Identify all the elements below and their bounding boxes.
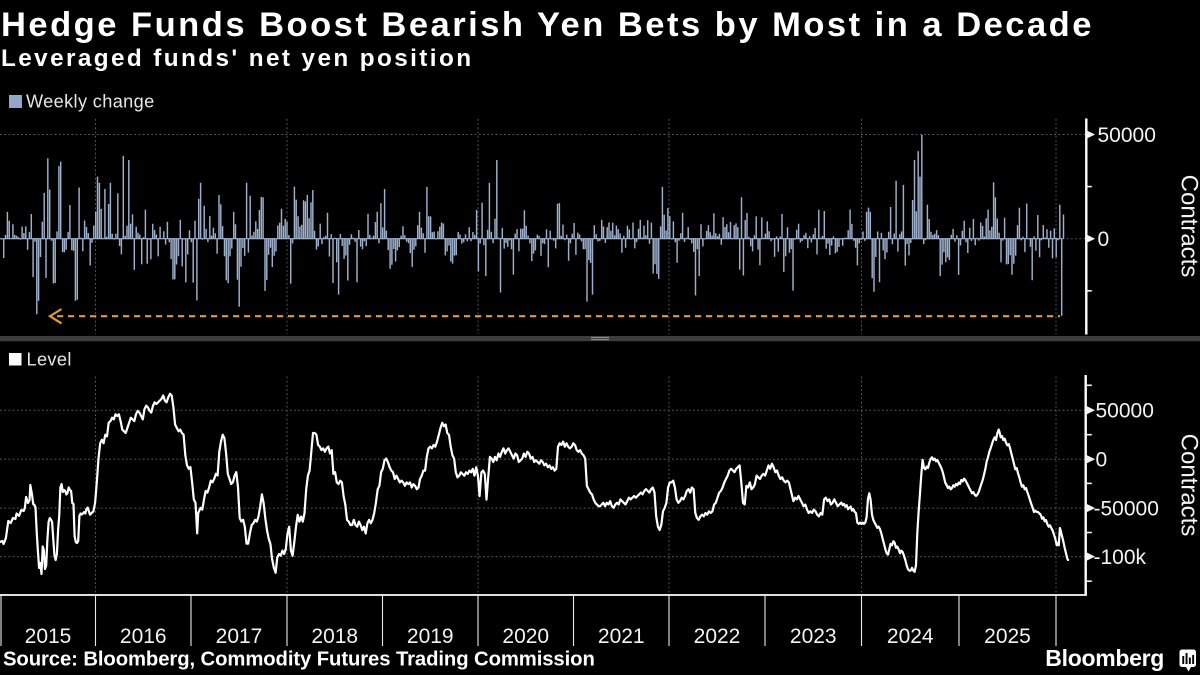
svg-text:2017: 2017 (216, 625, 263, 648)
svg-text:Hedge Funds Boost Bearish Yen: Hedge Funds Boost Bearish Yen Bets by Mo… (1, 6, 1094, 44)
svg-text:2021: 2021 (598, 625, 645, 648)
svg-text:2016: 2016 (120, 625, 167, 648)
svg-text:2018: 2018 (311, 625, 358, 648)
svg-text:Level: Level (27, 350, 72, 370)
svg-text:Contracts: Contracts (1176, 175, 1200, 278)
svg-text:2024: 2024 (887, 625, 934, 648)
svg-text:2022: 2022 (694, 625, 741, 648)
svg-text:2020: 2020 (502, 625, 549, 648)
svg-text:Source: Bloomberg, Commodity F: Source: Bloomberg, Commodity Futures Tra… (3, 649, 595, 671)
svg-text:2023: 2023 (790, 625, 837, 648)
svg-text:-100k: -100k (1094, 546, 1147, 569)
svg-text:2019: 2019 (407, 625, 454, 648)
svg-text:2025: 2025 (984, 625, 1031, 648)
svg-text:50000: 50000 (1096, 400, 1154, 423)
svg-text:50000: 50000 (1098, 124, 1156, 147)
svg-text:0: 0 (1098, 228, 1110, 251)
svg-text:Bloomberg: Bloomberg (1045, 645, 1164, 671)
svg-text:Weekly change: Weekly change (26, 92, 155, 112)
svg-text:Leveraged funds' net yen posit: Leveraged funds' net yen position (1, 45, 473, 72)
svg-text:-50000: -50000 (1094, 498, 1159, 521)
svg-text:0: 0 (1096, 449, 1108, 472)
svg-text:2015: 2015 (25, 625, 72, 648)
svg-text:Contracts: Contracts (1176, 434, 1200, 537)
